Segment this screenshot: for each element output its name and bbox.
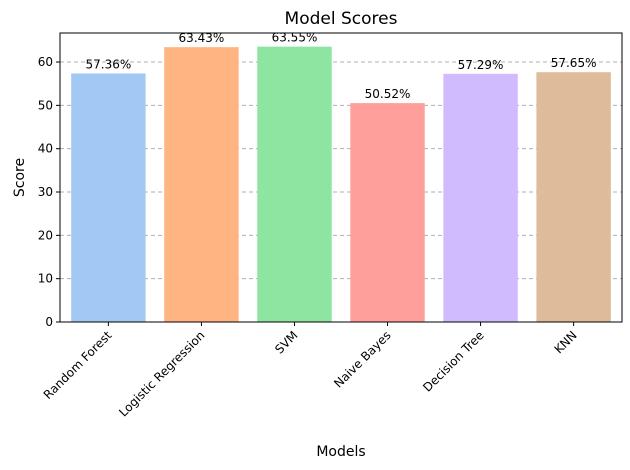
bar	[350, 103, 425, 322]
value-label: 57.65%	[551, 56, 597, 70]
bar	[536, 72, 611, 322]
bar	[443, 73, 518, 322]
bars	[71, 46, 611, 323]
x-axis: Random Forest Logistic Regression SVM Naive…	[41, 322, 580, 420]
y-tick-label: 40	[38, 142, 53, 156]
x-tick-label: Decision Tree	[420, 328, 486, 394]
x-axis-label: Models	[316, 444, 365, 460]
y-axis: 0 10 20 30 40 50 60	[38, 55, 60, 329]
bar	[257, 46, 332, 322]
value-label: 50.52%	[365, 87, 411, 101]
bar	[164, 47, 239, 322]
plot-frame	[59, 32, 623, 323]
y-tick-label: 10	[38, 272, 53, 286]
y-tick-label: 30	[38, 185, 53, 199]
value-label: 57.29%	[458, 58, 504, 72]
x-tick-label: SVM	[272, 328, 300, 356]
x-tick-label: Logistic Regression	[116, 328, 207, 419]
chart-title: Model Scores	[285, 9, 398, 29]
y-tick-label: 0	[45, 315, 53, 329]
y-tick-label: 60	[38, 55, 53, 69]
value-label: 63.43%	[179, 31, 225, 45]
bar	[71, 73, 146, 323]
value-label: 63.55%	[272, 31, 318, 45]
x-tick-label: Naive Bayes	[331, 328, 393, 390]
y-axis-label: Score	[12, 158, 28, 197]
value-labels: 57.36% 63.43% 63.55% 50.52% 57.29% 57.65%	[86, 31, 597, 101]
value-label: 57.36%	[86, 57, 132, 71]
y-tick-label: 20	[38, 228, 53, 242]
grid-lines	[60, 61, 622, 280]
y-tick-label: 50	[38, 98, 53, 112]
x-tick-label: KNN	[552, 328, 580, 356]
x-tick-label: Random Forest	[41, 328, 115, 402]
